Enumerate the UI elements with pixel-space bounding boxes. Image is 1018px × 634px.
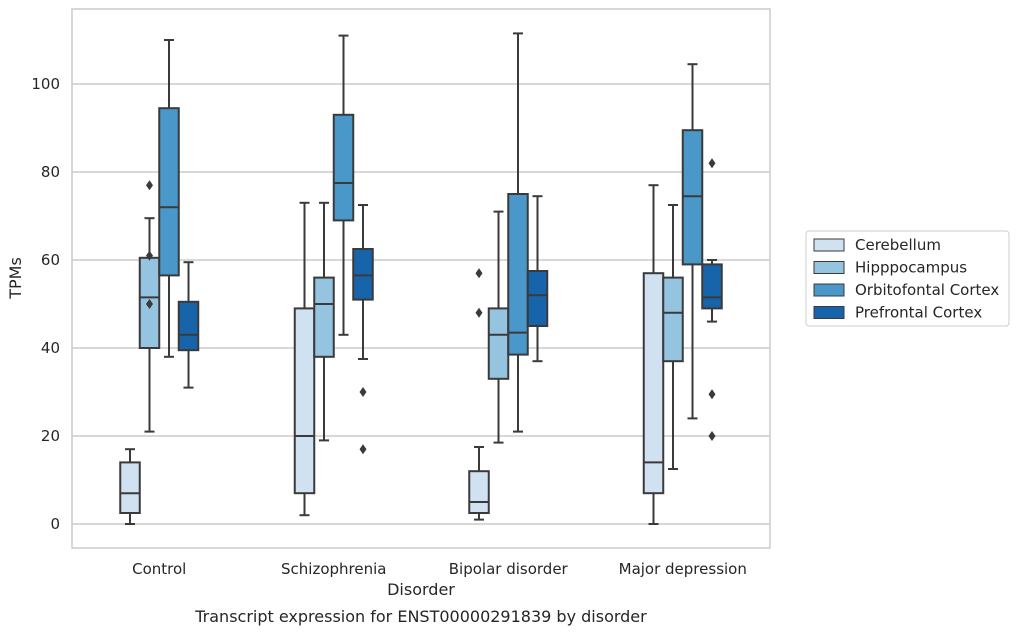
legend-swatch — [813, 306, 845, 319]
x-tick-label: Bipolar disorder — [449, 560, 569, 578]
box-body — [177, 300, 200, 352]
y-axis-label: TPMs — [6, 257, 25, 300]
box-1-1 — [313, 201, 335, 442]
outlier-point — [359, 387, 367, 397]
box-body — [468, 470, 490, 515]
box-3-0 — [642, 184, 665, 525]
box-body — [662, 276, 684, 363]
outlier-point — [708, 158, 716, 169]
legend-swatch — [813, 283, 845, 297]
box-body — [526, 270, 549, 327]
box-1-3 — [352, 204, 374, 455]
y-tick-label: 100 — [31, 75, 60, 93]
boxes — [119, 32, 723, 525]
box-body — [158, 107, 180, 277]
x-tick-label: Major depression — [619, 560, 747, 578]
chart-caption: Transcript expression for ENST0000029183… — [194, 607, 647, 626]
x-tick-labels: Control Schizophrenia Bipolar disorder Majo… — [132, 560, 747, 578]
box-body — [681, 129, 704, 266]
box-2-0 — [468, 268, 490, 521]
x-tick-label: Schizophrenia — [281, 560, 386, 578]
y-tick-label: 60 — [41, 251, 60, 269]
box-2-2 — [507, 32, 529, 433]
box-3-3 — [701, 158, 723, 441]
outlier-point — [146, 250, 153, 261]
x-axis-label: Disorder — [387, 580, 455, 599]
box-3-1 — [662, 204, 684, 470]
box-body — [293, 307, 316, 495]
y-tick-labels: 0 20 40 60 80 100 — [31, 75, 60, 533]
outlier-point — [475, 268, 483, 279]
box-2-3 — [526, 195, 549, 363]
box-body — [701, 263, 723, 310]
legend-swatch — [813, 261, 845, 274]
outlier-point — [146, 299, 153, 309]
box-3-2 — [681, 63, 704, 420]
box-body — [332, 113, 355, 222]
box-body — [507, 193, 529, 356]
legend-label: Hipppocampus — [855, 259, 967, 277]
y-tick-label: 80 — [41, 163, 60, 181]
legend-label: Cerebellum — [855, 236, 941, 254]
box-1-2 — [332, 34, 355, 336]
box-2-1 — [487, 210, 510, 444]
box-0-3 — [177, 261, 200, 389]
legend-label: Orbitofontal Cortex — [855, 281, 999, 299]
outlier-point — [146, 180, 153, 191]
y-tick-label: 40 — [41, 339, 60, 357]
outlier-point — [475, 307, 483, 318]
box-0-0 — [119, 448, 141, 525]
box-0-2 — [158, 39, 180, 358]
legend: Cerebellum Hipppocampus Orbitofontal Corte… — [805, 230, 1010, 327]
box-0-1 — [138, 180, 161, 433]
outlier-point — [708, 389, 716, 400]
legend-label: Prefrontal Cortex — [855, 304, 982, 322]
outlier-point — [359, 444, 367, 455]
legend-swatch — [813, 238, 845, 252]
box-body — [487, 307, 510, 380]
box-body — [352, 248, 374, 301]
box-body — [313, 276, 335, 358]
box-body — [119, 461, 141, 514]
y-tick-label: 20 — [41, 427, 60, 445]
outlier-point — [708, 431, 716, 441]
box-body — [642, 272, 665, 495]
legend-frame — [805, 230, 1010, 327]
x-tick-label: Control — [132, 560, 186, 578]
y-tick-label: 0 — [50, 515, 60, 533]
plot-frame — [71, 8, 771, 549]
box-1-0 — [293, 201, 316, 517]
